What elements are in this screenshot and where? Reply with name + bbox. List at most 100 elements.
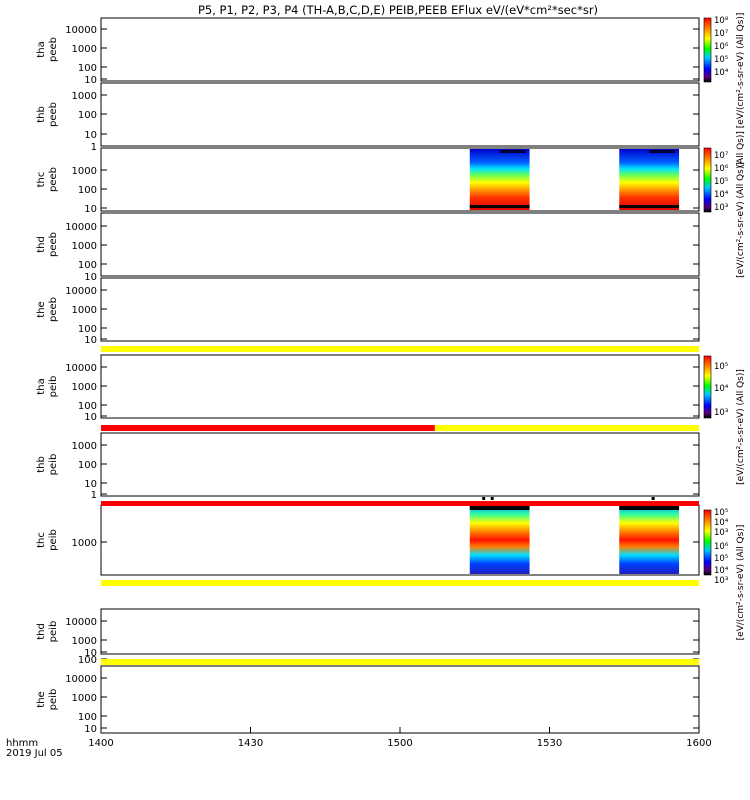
y-tick-label: 10000 (65, 674, 97, 685)
x-axis-label-date: 2019 Jul 05 (6, 748, 63, 759)
y-tick-label: 1000 (72, 241, 97, 252)
y-tick-label: 10 (84, 75, 97, 86)
y-tick-label: 100 (78, 655, 97, 666)
panel-label-instrument: peib (48, 529, 59, 551)
x-tick-label: 1600 (686, 738, 711, 749)
status-bar-red (101, 425, 435, 431)
y-tick-label: 1000 (72, 166, 97, 177)
panel-frame (100, 504, 700, 576)
panel-label-probe: the (36, 691, 47, 707)
spectrogram-block (469, 149, 530, 210)
y-tick-label: 100 (78, 460, 97, 471)
status-bar-yellow (101, 346, 699, 352)
panel-label-probe: thb (36, 106, 47, 123)
panel-label-probe: thd (36, 623, 47, 640)
y-tick-label: 10 (84, 335, 97, 346)
y-tick-label: 10000 (65, 617, 97, 628)
panel-label-instrument: peib (48, 621, 59, 643)
colorbar-tick-label: 10⁸ (714, 16, 729, 26)
colorbar-tick-label: 10⁵ (714, 177, 728, 187)
y-tick-label: 10 (84, 204, 97, 215)
colorbar-2: 10⁷ 10⁶ 10⁵ 10⁴ 10³ [eV/(cm²-s-sr-eV) (All Qs… (703, 147, 746, 278)
y-tick-label: 1000 (72, 441, 97, 452)
colorbar-tick-label: 10⁵ (714, 554, 728, 564)
status-bar-yellow (434, 425, 699, 431)
panel-frame (100, 17, 700, 82)
y-tick-label: 1000 (72, 636, 97, 647)
y-tick-label: 100 (78, 712, 97, 723)
panel-thb-peib: 1000 100 101 thb peib (36, 432, 700, 501)
status-bar-yellow (101, 659, 699, 665)
y-tick-label: 10 (84, 130, 97, 141)
colorbar-tick-label: 10⁵ (714, 508, 728, 518)
panel-frame (100, 212, 700, 277)
spectrogram-band-top (469, 506, 530, 510)
y-tick-label: 10 (84, 648, 97, 659)
colorbar-tick-label: 10⁴ (714, 384, 729, 394)
colorbar-tick-label: 10⁶ (714, 42, 729, 52)
colorbar-tick-label: 10⁵ (714, 362, 728, 372)
panel-label-probe: thc (36, 532, 47, 548)
y-tick-label: 10 (84, 479, 97, 490)
panel-label-probe: the (36, 301, 47, 317)
panel-frame (100, 432, 700, 497)
y-tick-label: 1000 (72, 538, 97, 549)
spectrogram-band-top (619, 506, 680, 510)
data-marker (482, 497, 486, 500)
colorbar-tick-label: 10⁴ (714, 190, 729, 200)
x-tick-label: 1400 (88, 738, 113, 749)
colorbar-tick-label: 10³ (714, 203, 728, 213)
colorbar-tick-label: 10³ (714, 576, 728, 586)
spectrogram-band-top (499, 150, 526, 153)
plot-title: P5, P1, P2, P3, P4 (TH-A,B,C,D,E) PEIB,P… (198, 3, 598, 17)
colorbar-gradient (703, 147, 712, 213)
y-tick-label: 10 (84, 272, 97, 283)
colorbar-label: [eV/(cm²-s-sr-eV) (All Qs)] (736, 162, 746, 278)
y-tick-label: 1000 (72, 91, 97, 102)
colorbar-label: [eV/(cm²-s-sr-eV) (All Qs)] (736, 525, 746, 641)
y-tick-label: 100 (78, 63, 97, 74)
colorbar-gradient (703, 509, 712, 576)
y-tick-label: 10 (84, 724, 97, 735)
colorbar-tick-label: 10⁴ (714, 518, 729, 528)
y-tick-label: 10000 (65, 25, 97, 36)
x-axis-label-hhmm: hhmm (6, 738, 38, 749)
colorbar-label: [eV/(cm²-s-sr-eV) (All Qs)] (736, 369, 746, 485)
y-tick-label: 10000 (65, 286, 97, 297)
panel-thc-peib: 1000 thc peib (36, 504, 700, 576)
colorbar-tick-label: 10⁶ (714, 542, 729, 552)
colorbar-3: 10⁵ 10⁴ 10³ [eV/(cm²-s-sr-eV) (All Qs)] (703, 355, 746, 485)
colorbar-tick-label: 10⁴ (714, 566, 729, 576)
colorbar-tick-label: 10⁶ (714, 164, 729, 174)
panel-label-probe: tha (36, 41, 47, 57)
y-tick-label: 10000 (65, 222, 97, 233)
y-tick-label: 10000 (65, 363, 97, 374)
colorbar-tick-label: 10⁷ (714, 151, 729, 161)
panel-label-probe: thb (36, 456, 47, 473)
panel-label-instrument: peeb (48, 37, 59, 62)
y-tick-label: 100 (78, 110, 97, 121)
y-tick-label: 1000 (72, 693, 97, 704)
y-tick-label: 1 (91, 490, 97, 501)
colorbar-tick-label: 10⁵ (714, 55, 728, 65)
panel-label-instrument: peeb (48, 297, 59, 322)
y-tick-label: 100 (78, 185, 97, 196)
panel-frame (100, 665, 700, 734)
panel-label-probe: thd (36, 236, 47, 253)
panel-label-instrument: peeb (48, 102, 59, 127)
y-tick-label: 1 (91, 142, 97, 153)
overlays-group (101, 346, 699, 665)
spectrogram-block (469, 506, 530, 574)
data-marker (490, 497, 494, 500)
y-tick-label: 10 (84, 412, 97, 423)
colorbar-gradient (703, 17, 712, 83)
panel-frame (100, 277, 700, 342)
status-bar-red (101, 501, 699, 506)
